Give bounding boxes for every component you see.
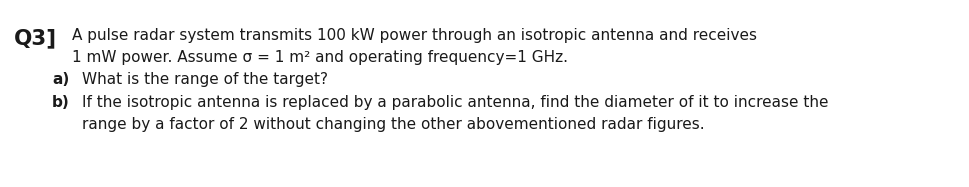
- Text: Q3]: Q3]: [14, 28, 57, 48]
- Text: a): a): [52, 72, 69, 87]
- Text: b): b): [52, 95, 70, 110]
- Text: 1 mW power. Assume σ = 1 m² and operating frequency=1 GHz.: 1 mW power. Assume σ = 1 m² and operatin…: [72, 50, 568, 65]
- Text: A pulse radar system transmits 100 kW power through an isotropic antenna and rec: A pulse radar system transmits 100 kW po…: [72, 28, 757, 43]
- Text: range by a factor of 2 without changing the other abovementioned radar figures.: range by a factor of 2 without changing …: [82, 117, 704, 132]
- Text: If the isotropic antenna is replaced by a parabolic antenna, find the diameter o: If the isotropic antenna is replaced by …: [82, 95, 828, 110]
- Text: What is the range of the target?: What is the range of the target?: [82, 72, 328, 87]
